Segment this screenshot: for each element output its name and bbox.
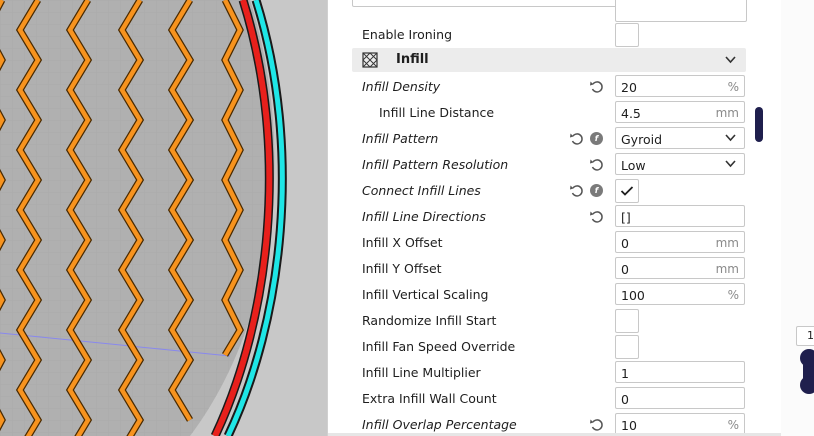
setting-label: Infill Overlap Percentage xyxy=(362,417,517,432)
infill-line-multiplier-input[interactable]: 1 xyxy=(615,361,745,383)
field-value: 4.5 xyxy=(621,106,641,121)
field-value: [] xyxy=(621,210,631,225)
infill-x-offset-input[interactable]: 0 mm xyxy=(615,231,745,253)
field-value: 20 xyxy=(621,80,637,95)
infill-fan-speed-override-checkbox[interactable] xyxy=(615,335,639,359)
layer-preview-canvas xyxy=(0,0,330,436)
reset-icon[interactable] xyxy=(589,79,605,95)
setting-row-extra-infill-wall-count: Extra Infill Wall Count 0 xyxy=(352,386,746,412)
setting-row-randomize-infill-start: Randomize Infill Start xyxy=(352,308,746,334)
infill-pattern-icon xyxy=(362,52,378,68)
field-unit: % xyxy=(727,80,739,94)
setting-label: Randomize Infill Start xyxy=(362,313,497,328)
layer-view-viewport[interactable] xyxy=(0,0,330,436)
setting-label: Infill Pattern xyxy=(362,131,439,146)
infill-line-distance-input[interactable]: 4.5 mm xyxy=(615,101,745,123)
field-unit: mm xyxy=(715,262,739,276)
reset-icon[interactable] xyxy=(569,131,585,147)
infill-pattern-resolution-select[interactable]: Low xyxy=(615,153,745,175)
setting-label: Infill Fan Speed Override xyxy=(362,339,516,354)
infill-density-input[interactable]: 20 % xyxy=(615,75,745,97)
setting-label: Enable Ironing xyxy=(362,27,453,42)
reset-icon[interactable] xyxy=(589,417,605,433)
setting-row-infill-vertical-scaling: Infill Vertical Scaling 100 % xyxy=(352,282,746,308)
field-value: Low xyxy=(621,158,646,173)
layer-slider-upper-handle[interactable] xyxy=(800,349,814,367)
function-icon[interactable]: f xyxy=(590,132,603,145)
setting-label: Infill Vertical Scaling xyxy=(362,287,489,302)
setting-label: Infill Density xyxy=(362,79,441,94)
setting-row-infill-pattern: Infill Pattern f Gyroid xyxy=(352,126,746,152)
field-value: 0 xyxy=(621,392,629,407)
setting-row-infill-line-directions: Infill Line Directions [] xyxy=(352,204,746,230)
infill-vertical-scaling-input[interactable]: 100 % xyxy=(615,283,745,305)
field-value: Gyroid xyxy=(621,132,663,147)
layer-number-input[interactable]: 1 xyxy=(796,326,814,346)
field-value: 0 xyxy=(621,262,629,277)
setting-row-infill-line-distance: Infill Line Distance 4.5 mm xyxy=(352,100,746,126)
setting-label: Infill Line Multiplier xyxy=(362,365,481,380)
chevron-down-icon xyxy=(725,160,736,168)
field-value: 100 xyxy=(621,288,645,303)
field-unit: mm xyxy=(715,106,739,120)
setting-label: Infill Pattern Resolution xyxy=(362,157,509,172)
setting-row-enable-ironing: Enable Ironing xyxy=(352,22,746,48)
setting-row-infill-x-offset: Infill X Offset 0 mm xyxy=(352,230,746,256)
setting-row-infill-density: Infill Density 20 % xyxy=(352,74,746,100)
settings-scrollbar[interactable] xyxy=(755,107,763,142)
setting-label: Infill Y Offset xyxy=(362,261,442,276)
infill-overlap-percentage-input[interactable]: 10 % xyxy=(615,413,745,435)
field-value: 10 xyxy=(621,418,637,433)
function-icon[interactable]: f xyxy=(590,184,603,197)
field-value: 0 xyxy=(621,236,629,251)
extra-infill-wall-count-input[interactable]: 0 xyxy=(615,387,745,409)
field-unit: % xyxy=(727,418,739,432)
setting-row-connect-infill-lines: Connect Infill Lines f xyxy=(352,178,746,204)
setting-label: Extra Infill Wall Count xyxy=(362,391,497,406)
build-plate-edge xyxy=(190,0,330,436)
panel-footer-divider xyxy=(328,433,782,436)
reset-icon[interactable] xyxy=(589,157,605,173)
checkmark-icon xyxy=(620,186,634,196)
setting-label: Infill Line Distance xyxy=(379,105,495,120)
infill-pattern-select[interactable]: Gyroid xyxy=(615,127,745,149)
setting-row-infill-line-multiplier: Infill Line Multiplier 1 xyxy=(352,360,746,386)
layer-number: 1 xyxy=(807,329,814,342)
randomize-infill-start-checkbox[interactable] xyxy=(615,309,639,333)
setting-label: Infill X Offset xyxy=(362,235,443,250)
section-title: Infill xyxy=(396,52,429,67)
enable-ironing-checkbox[interactable] xyxy=(615,23,639,47)
setting-label: Infill Line Directions xyxy=(362,209,486,224)
print-settings-panel: Enable Ironing Infill Infill Density 20 … xyxy=(327,0,782,436)
connect-infill-lines-checkbox[interactable] xyxy=(615,179,639,203)
infill-y-offset-input[interactable]: 0 mm xyxy=(615,257,745,279)
field-unit: % xyxy=(727,288,739,302)
setting-label: Connect Infill Lines xyxy=(362,183,481,198)
field-unit: mm xyxy=(715,236,739,250)
ironing-checkbox-top xyxy=(615,0,747,22)
field-value: 1 xyxy=(621,366,629,381)
reset-icon[interactable] xyxy=(589,209,605,225)
setting-row-infill-pattern-resolution: Infill Pattern Resolution Low xyxy=(352,152,746,178)
setting-row-infill-fan-speed-override: Infill Fan Speed Override xyxy=(352,334,746,360)
chevron-down-icon xyxy=(725,134,736,142)
setting-row-infill-y-offset: Infill Y Offset 0 mm xyxy=(352,256,746,282)
chevron-down-icon[interactable] xyxy=(725,56,736,64)
section-header-infill[interactable]: Infill xyxy=(352,48,746,72)
layer-slider-lower-handle[interactable] xyxy=(800,376,814,394)
layer-slider-track[interactable] xyxy=(803,356,814,390)
infill-line-directions-input[interactable]: [] xyxy=(615,205,745,227)
reset-icon[interactable] xyxy=(569,183,585,199)
